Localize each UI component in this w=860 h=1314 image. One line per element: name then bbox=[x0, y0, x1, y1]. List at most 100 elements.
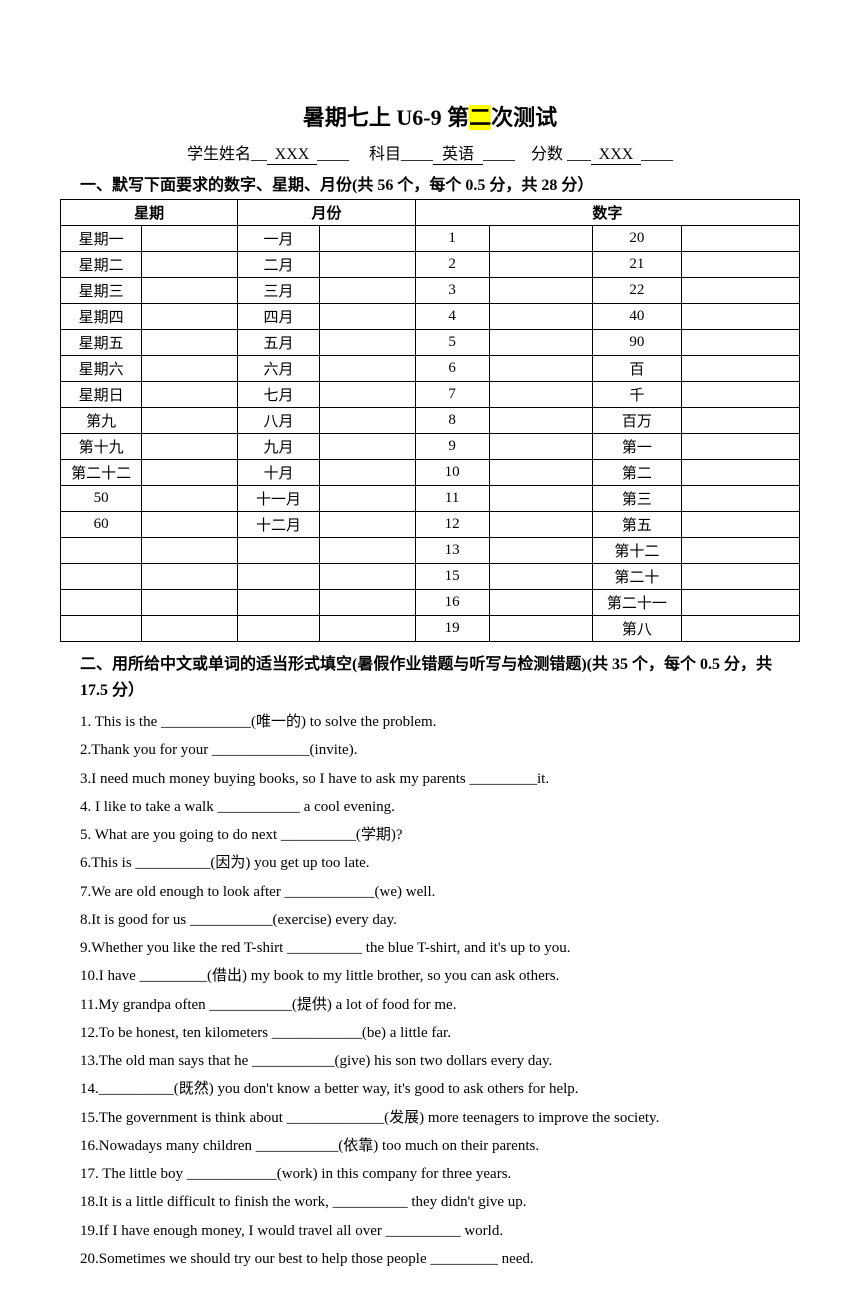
table-row: 15第二十 bbox=[61, 564, 800, 590]
table-cell bbox=[319, 226, 415, 252]
question-item: 14.__________(既然) you don't know a bette… bbox=[80, 1076, 800, 1102]
table-cell bbox=[319, 538, 415, 564]
table-cell bbox=[489, 356, 592, 382]
score-label: 分数 bbox=[531, 146, 563, 163]
table-cell: 百万 bbox=[593, 408, 682, 434]
question-item: 11.My grandpa often ___________(提供) a lo… bbox=[80, 992, 800, 1018]
table-cell: 8 bbox=[415, 408, 489, 434]
table-cell bbox=[319, 564, 415, 590]
info-line: 学生姓名__XXX____ 科目____英语____ 分数 ___XXX____ bbox=[60, 140, 800, 165]
table-cell: 星期六 bbox=[61, 356, 142, 382]
table-cell: 四月 bbox=[238, 304, 319, 330]
table-cell bbox=[489, 460, 592, 486]
table-cell bbox=[142, 330, 238, 356]
table-cell: 星期日 bbox=[61, 382, 142, 408]
table-cell bbox=[489, 382, 592, 408]
title-post: 次测试 bbox=[491, 105, 557, 130]
table-cell bbox=[142, 408, 238, 434]
table-cell bbox=[61, 590, 142, 616]
table-cell: 星期一 bbox=[61, 226, 142, 252]
table-cell: 百 bbox=[593, 356, 682, 382]
table-cell bbox=[142, 278, 238, 304]
question-item: 2.Thank you for your _____________(invit… bbox=[80, 737, 800, 763]
table-cell: 13 bbox=[415, 538, 489, 564]
table-cell: 第二十一 bbox=[593, 590, 682, 616]
table-cell bbox=[61, 538, 142, 564]
table-cell bbox=[319, 278, 415, 304]
table-cell bbox=[238, 590, 319, 616]
table-cell: 7 bbox=[415, 382, 489, 408]
table-cell: 第二十 bbox=[593, 564, 682, 590]
table-cell bbox=[142, 382, 238, 408]
table-cell: 一月 bbox=[238, 226, 319, 252]
table-cell: 第三 bbox=[593, 486, 682, 512]
table-cell bbox=[238, 564, 319, 590]
table-cell bbox=[319, 408, 415, 434]
table-cell bbox=[61, 616, 142, 642]
table-cell bbox=[489, 486, 592, 512]
table-cell bbox=[319, 330, 415, 356]
table-cell: 3 bbox=[415, 278, 489, 304]
table-cell: 十二月 bbox=[238, 512, 319, 538]
table-cell bbox=[489, 330, 592, 356]
table-row: 19 第八 bbox=[61, 616, 800, 642]
table-cell bbox=[489, 304, 592, 330]
table-row: 第二十二十月10第二 bbox=[61, 460, 800, 486]
table-cell bbox=[489, 616, 592, 642]
table-cell: 第十二 bbox=[593, 538, 682, 564]
table-cell: 第一 bbox=[593, 434, 682, 460]
table-cell bbox=[142, 460, 238, 486]
table-cell bbox=[681, 460, 799, 486]
table-cell bbox=[142, 616, 238, 642]
table-cell: 第二十二 bbox=[61, 460, 142, 486]
table-cell bbox=[319, 616, 415, 642]
table-cell bbox=[489, 252, 592, 278]
table-cell: 第二 bbox=[593, 460, 682, 486]
name-label: 学生姓名 bbox=[187, 146, 251, 163]
table-cell: 50 bbox=[61, 486, 142, 512]
table-cell bbox=[61, 564, 142, 590]
question-item: 5. What are you going to do next _______… bbox=[80, 822, 800, 848]
col-weekday: 星期 bbox=[61, 200, 238, 226]
table-cell bbox=[681, 512, 799, 538]
table-row: 50十一月11第三 bbox=[61, 486, 800, 512]
section2-heading: 二、用所给中文或单词的适当形式填空(暑假作业错题与听写与检测错题)(共 35 个… bbox=[80, 652, 780, 703]
table-cell bbox=[142, 512, 238, 538]
table-cell: 五月 bbox=[238, 330, 319, 356]
question-item: 16.Nowadays many children ___________(依靠… bbox=[80, 1133, 800, 1159]
table-cell: 三月 bbox=[238, 278, 319, 304]
subject-value: 英语 bbox=[433, 140, 483, 165]
table-cell: 九月 bbox=[238, 434, 319, 460]
table-cell bbox=[142, 564, 238, 590]
table-cell bbox=[489, 408, 592, 434]
table-cell: 16 bbox=[415, 590, 489, 616]
table-cell bbox=[681, 304, 799, 330]
table-cell bbox=[681, 356, 799, 382]
table-cell bbox=[681, 590, 799, 616]
table-cell bbox=[319, 486, 415, 512]
table-cell bbox=[681, 278, 799, 304]
question-item: 17. The little boy ____________(work) in… bbox=[80, 1161, 800, 1187]
table-cell bbox=[489, 226, 592, 252]
question-item: 8.It is good for us ___________(exercise… bbox=[80, 907, 800, 933]
table-cell: 4 bbox=[415, 304, 489, 330]
table-cell bbox=[142, 252, 238, 278]
table-cell: 19 bbox=[415, 616, 489, 642]
table-cell bbox=[489, 564, 592, 590]
table-cell bbox=[142, 356, 238, 382]
table-cell: 20 bbox=[593, 226, 682, 252]
section1-heading: 一、默写下面要求的数字、星期、月份(共 56 个，每个 0.5 分，共 28 分… bbox=[80, 171, 800, 195]
table-cell bbox=[319, 460, 415, 486]
table-row: 13 第十二 bbox=[61, 538, 800, 564]
table-cell: 第九 bbox=[61, 408, 142, 434]
table-cell bbox=[681, 382, 799, 408]
table-row: 60十二月12第五 bbox=[61, 512, 800, 538]
table-cell bbox=[319, 512, 415, 538]
table-cell: 12 bbox=[415, 512, 489, 538]
question-item: 20.Sometimes we should try our best to h… bbox=[80, 1246, 800, 1272]
table-row: 星期四四月440 bbox=[61, 304, 800, 330]
table-cell: 第八 bbox=[593, 616, 682, 642]
table-cell bbox=[681, 252, 799, 278]
table-row: 星期六六月6百 bbox=[61, 356, 800, 382]
table-row: 星期二二月221 bbox=[61, 252, 800, 278]
